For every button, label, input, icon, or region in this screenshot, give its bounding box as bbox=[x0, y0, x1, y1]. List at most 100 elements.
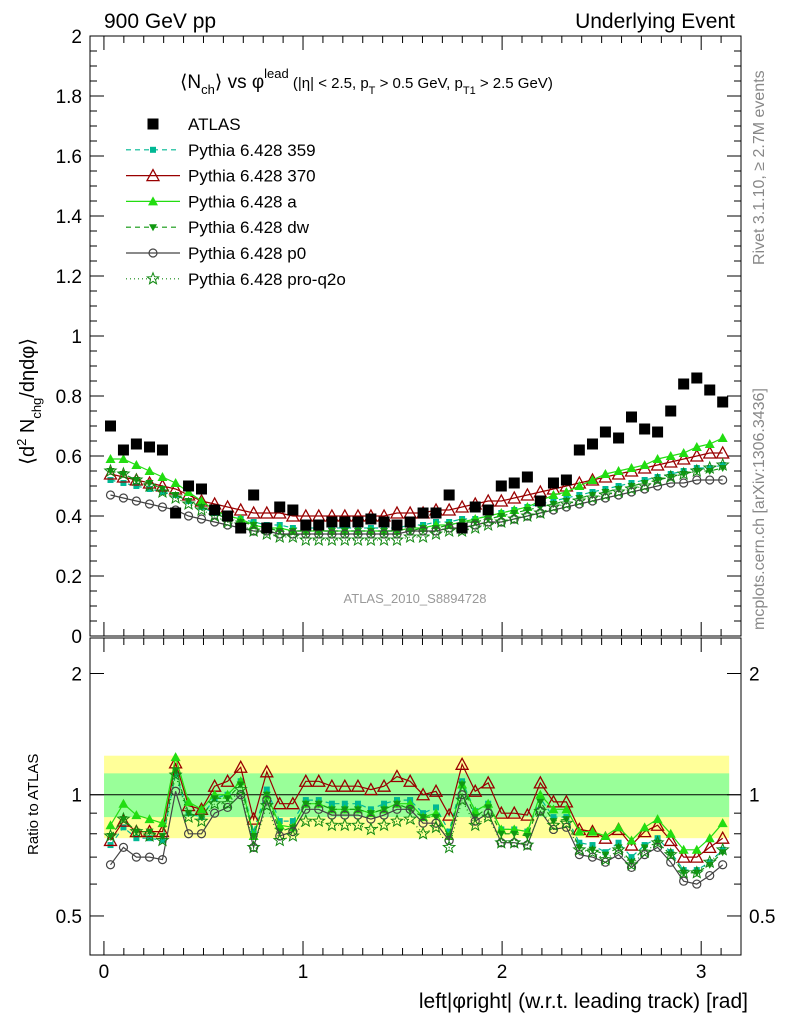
ratio-point-pdw bbox=[314, 800, 323, 808]
ratio-point-p370 bbox=[389, 769, 405, 783]
legend-entry-pp0: Pythia 6.428 p0 bbox=[126, 244, 306, 263]
ratio-point-p370 bbox=[298, 773, 313, 787]
main-point-pa bbox=[196, 496, 207, 505]
ratio-point-pdw bbox=[497, 830, 506, 838]
main-point-pp0 bbox=[679, 478, 689, 488]
main-point-pdw bbox=[327, 528, 336, 535]
main-point-pa bbox=[678, 448, 689, 457]
main-point-pq2o bbox=[559, 496, 574, 511]
main-point-pq2o bbox=[533, 505, 548, 520]
ratio-point-p370 bbox=[363, 782, 379, 796]
ratio-y-tick-label: 2 bbox=[71, 664, 82, 685]
main-point-pdw bbox=[588, 492, 597, 499]
ratio-point-pa bbox=[678, 844, 689, 854]
ratio-point-pa bbox=[561, 804, 572, 814]
y-tick-label: 0.4 bbox=[56, 507, 83, 528]
ratio-series-p370 bbox=[103, 755, 730, 863]
ratio-point-pa bbox=[639, 822, 650, 832]
ratio-line-p370 bbox=[110, 762, 724, 858]
y-tick-label: 1.2 bbox=[56, 267, 82, 288]
ratio-point-p359 bbox=[328, 800, 335, 807]
ratio-y-tick-label-right: 0.5 bbox=[749, 907, 775, 928]
y-tick-label: 2 bbox=[71, 27, 82, 48]
main-point-pdw bbox=[679, 471, 688, 478]
ratio-point-pp0 bbox=[470, 816, 480, 826]
ratio-point-pq2o bbox=[116, 811, 131, 826]
main-point-atlas bbox=[235, 522, 247, 534]
main-point-atlas bbox=[586, 438, 598, 450]
ratio-frame bbox=[89, 637, 742, 956]
main-point-pp0 bbox=[574, 499, 584, 509]
ratio-point-pq2o bbox=[507, 835, 522, 849]
legend-marker bbox=[150, 146, 156, 153]
main-point-atlas bbox=[469, 501, 481, 513]
main-point-pdw bbox=[184, 498, 193, 505]
ratio-point-pq2o bbox=[624, 857, 639, 871]
ratio-point-p359 bbox=[133, 835, 140, 842]
legend-entry-atlas: ATLAS bbox=[147, 115, 241, 134]
ratio-point-pdw bbox=[419, 814, 428, 822]
main-point-pa bbox=[639, 460, 650, 469]
ratio-point-pdw bbox=[484, 804, 493, 812]
ratio-point-pq2o bbox=[715, 842, 730, 856]
legend: ATLAS Pythia 6.428 359 Pythia 6.428 370 Pyt… bbox=[126, 115, 346, 289]
ratio-point-pq2o bbox=[559, 815, 574, 830]
ratio-point-pp0 bbox=[314, 804, 324, 814]
ratio-point-pa bbox=[691, 844, 702, 854]
ratio-point-pa bbox=[652, 814, 663, 824]
ratio-point-pq2o bbox=[637, 844, 652, 859]
x-tick-label: 0 bbox=[99, 962, 110, 983]
ratio-point-pq2o bbox=[676, 865, 691, 879]
ratio-series-pq2o bbox=[103, 767, 730, 879]
main-point-atlas bbox=[717, 396, 729, 408]
main-point-pa bbox=[691, 442, 702, 451]
ratio-series-pp0 bbox=[105, 786, 728, 889]
ratio-point-pdw bbox=[432, 814, 441, 822]
main-point-pdw bbox=[158, 486, 167, 493]
ratio-point-pdw bbox=[640, 844, 649, 852]
ratio-y-axis-title: Ratio to ATLAS bbox=[25, 754, 42, 855]
ratio-point-pp0 bbox=[626, 862, 637, 873]
ratio-point-p370 bbox=[481, 775, 496, 789]
main-point-pp0 bbox=[183, 511, 194, 521]
main-point-pq2o bbox=[481, 517, 496, 532]
main-point-atlas bbox=[170, 507, 182, 519]
ratio-point-pp0 bbox=[196, 829, 207, 839]
main-point-p370 bbox=[676, 451, 691, 465]
main-point-pp0 bbox=[131, 496, 141, 506]
main-point-pq2o bbox=[168, 490, 183, 505]
main-point-atlas bbox=[222, 510, 234, 522]
series-layer bbox=[103, 372, 730, 889]
ratio-point-pp0 bbox=[301, 804, 311, 814]
ratio-point-pq2o bbox=[181, 809, 196, 824]
ratio-point-pp0 bbox=[118, 842, 129, 852]
main-point-p359 bbox=[107, 477, 114, 483]
ratio-point-pdw bbox=[249, 832, 258, 840]
ratio-point-pp0 bbox=[666, 857, 676, 867]
main-point-pp0 bbox=[705, 475, 715, 485]
ratio-point-pq2o bbox=[390, 813, 404, 828]
main-point-atlas bbox=[626, 411, 638, 423]
main-point-pq2o bbox=[429, 526, 443, 541]
ratio-point-pq2o bbox=[168, 767, 183, 781]
main-point-pp0 bbox=[640, 484, 650, 494]
ratio-point-pdw bbox=[536, 798, 545, 806]
ratio-point-pq2o bbox=[220, 796, 235, 810]
ratio-point-pq2o bbox=[285, 828, 300, 842]
main-point-atlas bbox=[313, 519, 325, 531]
main-point-pq2o bbox=[637, 478, 652, 493]
ratio-point-p370 bbox=[324, 778, 339, 792]
ratio-point-pa bbox=[548, 804, 559, 814]
main-point-pa bbox=[613, 466, 624, 475]
main-point-p370 bbox=[259, 505, 274, 519]
main-point-pq2o bbox=[194, 502, 209, 517]
main-point-pdw bbox=[132, 477, 141, 484]
main-title: ⟨Nch⟩ vs φlead (|η| < 2.5, pT > 0.5 GeV,… bbox=[180, 66, 553, 97]
ratio-point-p359 bbox=[159, 837, 166, 844]
ratio-point-p359 bbox=[120, 824, 127, 831]
main-point-pq2o bbox=[715, 457, 730, 472]
ratio-point-pq2o bbox=[259, 798, 274, 812]
y-tick-label: 1 bbox=[71, 327, 82, 348]
ratio-point-pq2o bbox=[103, 828, 118, 842]
